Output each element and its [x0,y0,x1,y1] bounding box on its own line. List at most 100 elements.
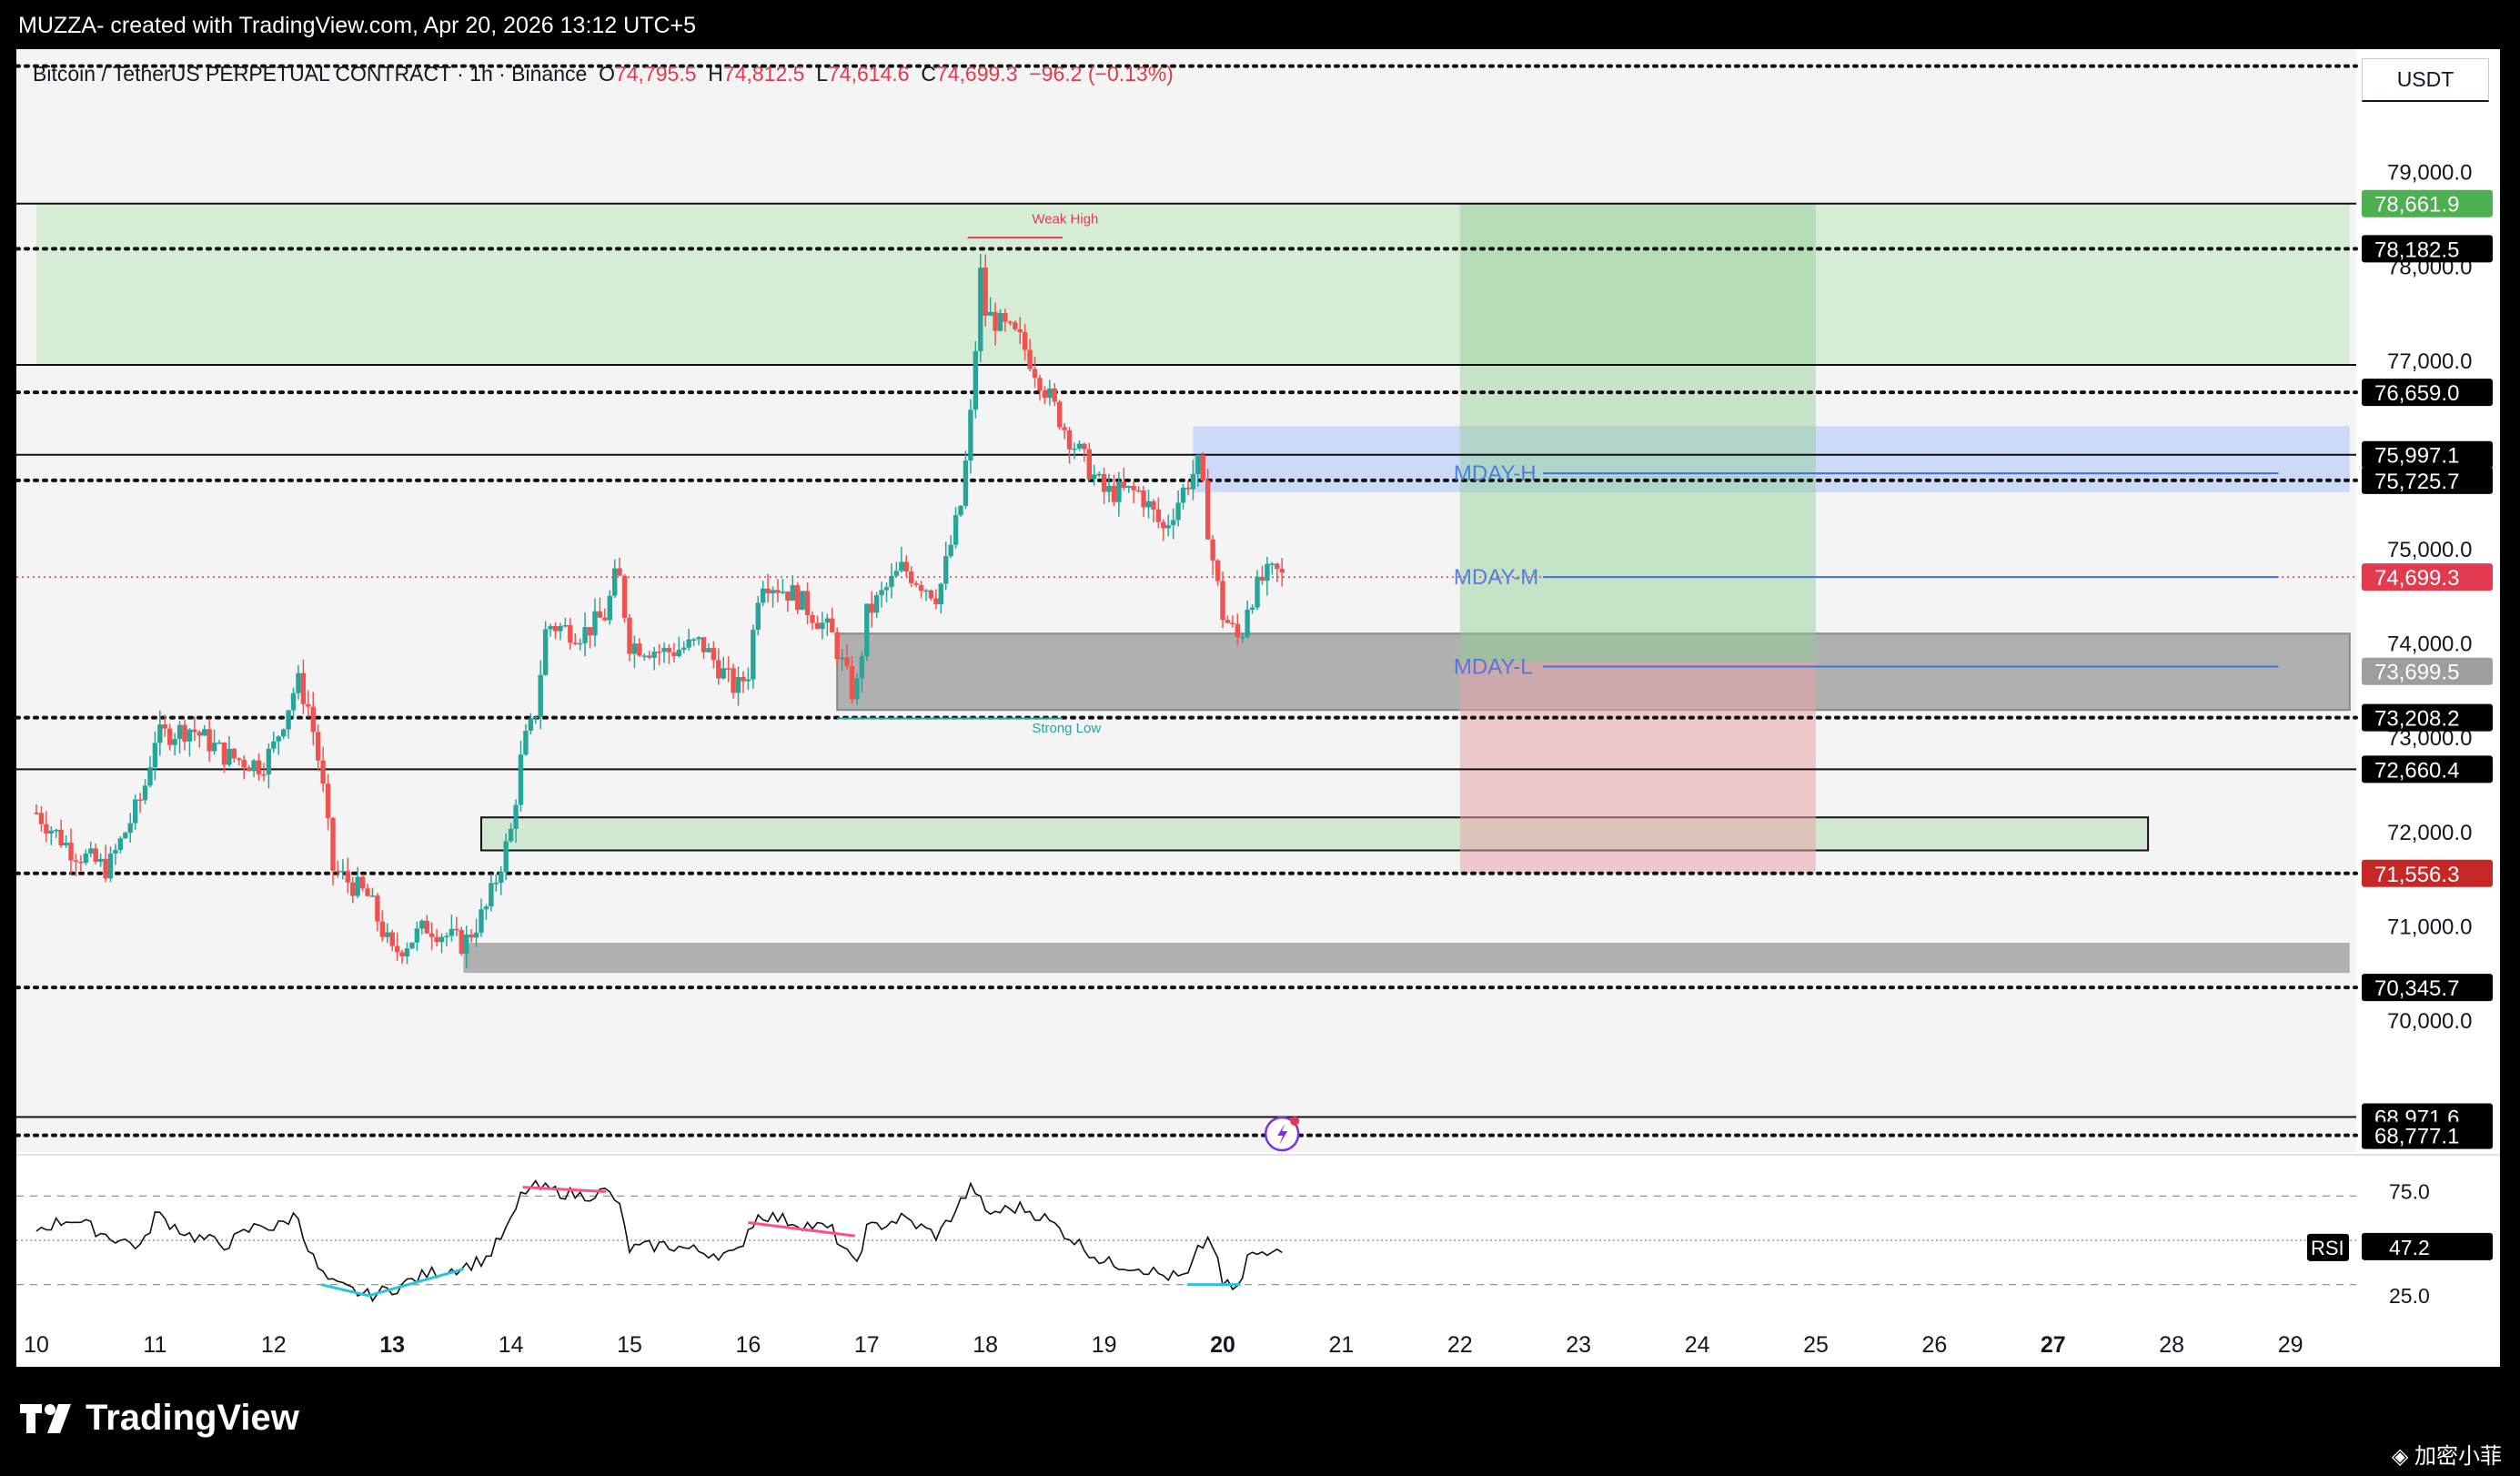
candle-body[interactable] [741,677,746,682]
candle-body[interactable] [987,311,993,316]
candle-body[interactable] [211,743,217,752]
candle-body[interactable] [499,872,504,884]
candle-body[interactable] [207,729,212,752]
candle-body[interactable] [93,848,98,863]
candle-body[interactable] [127,823,133,834]
candle-body[interactable] [132,799,138,824]
candle-body[interactable] [192,729,197,733]
candle-body[interactable] [918,584,924,591]
position-stop-zone[interactable] [1459,662,1816,874]
candle-body[interactable] [933,598,939,605]
candle-body[interactable] [459,930,464,955]
candle-body[interactable] [864,603,870,657]
candle-body[interactable] [928,590,934,599]
candle-body[interactable] [706,648,711,652]
candle-body[interactable] [296,672,301,693]
candle-body[interactable] [690,639,697,641]
candle-body[interactable] [489,883,494,907]
candle-body[interactable] [251,760,257,772]
candle-body[interactable] [552,626,559,632]
candle-body[interactable] [631,643,638,654]
candle-body[interactable] [849,665,855,700]
candle-body[interactable] [795,585,801,611]
candle-body[interactable] [899,561,904,571]
candle-body[interactable] [157,724,163,743]
candle-body[interactable] [523,730,529,755]
candle-body[interactable] [320,760,326,784]
candle-body[interactable] [1170,520,1176,526]
candle-body[interactable] [365,888,370,896]
candle-body[interactable] [963,460,969,507]
candle-body[interactable] [602,617,608,621]
candle-body[interactable] [167,728,173,745]
candle-body[interactable] [1135,490,1142,492]
candle-body[interactable] [142,785,148,801]
candle-body[interactable] [464,934,469,955]
candle-body[interactable] [176,724,183,740]
candle-body[interactable] [1200,454,1205,481]
candle-body[interactable] [834,632,840,660]
candle-body[interactable] [958,506,963,516]
candle-body[interactable] [123,833,128,839]
candle-body[interactable] [731,668,736,693]
candle-body[interactable] [948,544,953,557]
candle-body[interactable] [1185,487,1191,490]
candle-body[interactable] [197,732,202,736]
candle-body[interactable] [1047,388,1053,399]
candle-body[interactable] [647,655,652,658]
candle-body[interactable] [48,830,54,834]
candle-body[interactable] [889,575,894,588]
candle-body[interactable] [621,575,628,618]
candle-body[interactable] [641,655,647,658]
candle-body[interactable] [88,848,94,854]
candle-body[interactable] [444,935,449,938]
price-tag[interactable] [2362,1121,2493,1149]
candle-body[interactable] [350,882,356,896]
candle-body[interactable] [879,590,884,596]
candle-body[interactable] [1101,473,1107,492]
candle-body[interactable] [330,817,336,871]
candle-body[interactable] [681,647,687,651]
rsi-line[interactable] [35,1179,1283,1303]
candle-body[interactable] [542,629,549,675]
rsi-divergence-line[interactable] [368,1268,464,1298]
candle-body[interactable] [147,767,153,786]
chart-canvas[interactable]: Weak High Strong Low MDAY-H MDAY-M MDAY-L 79,… [16,49,2500,1367]
candle-body[interactable] [300,672,307,704]
candle-body[interactable] [983,268,988,316]
candle-body[interactable] [755,602,761,631]
candle-body[interactable] [993,311,998,331]
candle-body[interactable] [186,729,193,742]
rsi-divergence-line[interactable] [522,1186,606,1193]
candle-body[interactable] [1131,486,1136,490]
candle-body[interactable] [651,652,657,658]
candle-body[interactable] [666,648,672,652]
candle-body[interactable] [883,587,890,591]
candle-body[interactable] [751,630,756,680]
candle-body[interactable] [1155,509,1162,522]
candle-body[interactable] [58,829,64,845]
symbol-name[interactable]: Bitcoin / TetherUS PERPETUAL CONTRACT · … [33,62,588,86]
candle-body[interactable] [438,936,445,943]
candle-body[interactable] [1265,563,1270,581]
candle-body[interactable] [1225,620,1231,623]
candle-body[interactable] [434,936,439,943]
candle-body[interactable] [1003,312,1008,322]
candle-body[interactable] [765,588,771,594]
candle-body[interactable] [1032,369,1038,379]
candle-body[interactable] [943,556,949,584]
candle-body[interactable] [725,668,731,670]
candle-body[interactable] [385,932,390,937]
candle-body[interactable] [528,718,534,731]
candle-body[interactable] [973,350,979,410]
price-tag[interactable] [2362,379,2493,407]
candle-body[interactable] [1145,500,1152,508]
candle-body[interactable] [1076,443,1083,449]
chart-area[interactable]: Weak High Strong Low MDAY-H MDAY-M MDAY-L 79,… [16,49,2500,1367]
candle-body[interactable] [814,622,821,630]
candle-body[interactable] [938,583,943,605]
candle-body[interactable] [271,741,277,749]
candle-body[interactable] [1037,378,1043,391]
candle-body[interactable] [800,591,805,611]
candle-body[interactable] [1121,481,1127,489]
